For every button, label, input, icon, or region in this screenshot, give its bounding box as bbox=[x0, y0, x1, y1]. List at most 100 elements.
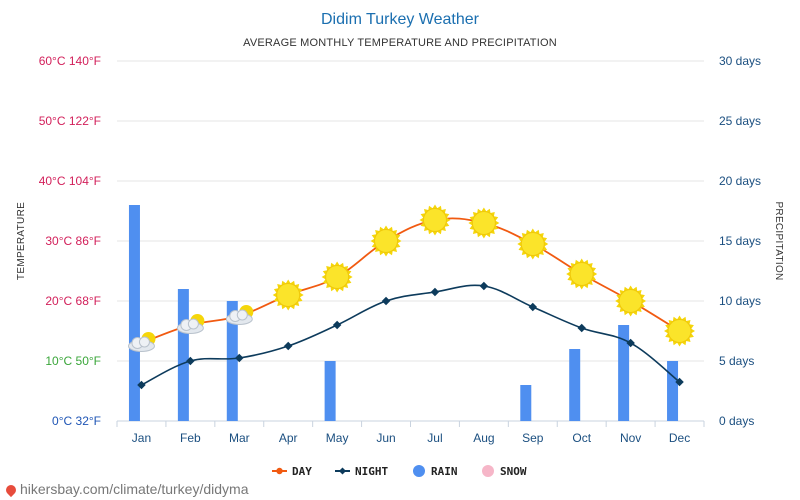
right-axis-ticks: 0 days 5 days 10 days 15 days 20 days 25 days… bbox=[719, 54, 761, 428]
right-tick-label: 25 days bbox=[719, 114, 761, 128]
source-link[interactable]: hikersbay.com/climate/turkey/didyma bbox=[20, 481, 249, 497]
x-tick-label: Jun bbox=[376, 431, 395, 445]
sun-icon bbox=[419, 204, 451, 236]
partly-cloudy-icon bbox=[225, 305, 254, 325]
sun-icon bbox=[321, 261, 353, 293]
rain-bar bbox=[667, 361, 679, 421]
right-tick-label: 0 days bbox=[719, 414, 754, 428]
sun-icon bbox=[664, 315, 695, 347]
sun-disc bbox=[618, 289, 643, 313]
night-marker bbox=[626, 338, 635, 348]
sun-disc bbox=[520, 232, 545, 256]
cloud-puff bbox=[187, 318, 199, 330]
legend-label: SNOW bbox=[500, 465, 527, 478]
legend-label: RAIN bbox=[431, 465, 458, 478]
legend-swatch bbox=[413, 465, 425, 477]
rain-bar bbox=[177, 289, 189, 421]
gridlines bbox=[116, 60, 705, 427]
rain-bar bbox=[226, 301, 238, 421]
sun-icon bbox=[566, 258, 598, 290]
x-tick-label: Jul bbox=[427, 431, 442, 445]
sun-disc bbox=[276, 283, 301, 307]
legend-label: DAY bbox=[292, 465, 312, 478]
right-tick-label: 10 days bbox=[719, 294, 761, 308]
chart-title: Didim Turkey Weather bbox=[321, 11, 480, 28]
legend-snow: SNOW bbox=[482, 465, 527, 478]
legend-swatch bbox=[482, 465, 494, 477]
rain-bar bbox=[128, 205, 140, 421]
rain-bars bbox=[128, 205, 679, 421]
right-tick-label: 30 days bbox=[719, 54, 761, 68]
x-tick-label: May bbox=[326, 431, 349, 445]
night-marker bbox=[430, 287, 440, 297]
partly-cloudy-icon bbox=[176, 314, 205, 334]
sun-icon bbox=[615, 285, 647, 317]
legend-label: NIGHT bbox=[355, 465, 388, 478]
sun-disc bbox=[667, 319, 692, 343]
x-axis-ticks: Jan Feb Mar Apr May Jun Jul Aug Sep Oct Nov Dec bbox=[132, 431, 690, 445]
location-pin-icon bbox=[3, 482, 19, 498]
sun-disc bbox=[325, 265, 350, 289]
night-marker bbox=[675, 377, 684, 387]
weather-icons bbox=[127, 204, 695, 352]
sun-icon bbox=[370, 225, 402, 257]
legend-marker bbox=[338, 467, 347, 475]
rain-bar bbox=[324, 361, 336, 421]
sun-icon bbox=[468, 207, 500, 239]
night-marker bbox=[528, 302, 538, 312]
partly-cloudy-icon bbox=[127, 332, 156, 352]
sun-disc bbox=[374, 229, 399, 253]
night-marker bbox=[577, 323, 586, 333]
x-tick-label: Jan bbox=[132, 431, 151, 445]
night-marker bbox=[479, 281, 489, 291]
x-tick-label: Dec bbox=[669, 431, 690, 445]
x-tick-label: Sep bbox=[522, 431, 544, 445]
sun-disc bbox=[471, 211, 496, 235]
night-marker bbox=[235, 353, 244, 363]
x-tick-label: Feb bbox=[180, 431, 201, 445]
left-tick-label: 50°C 122°F bbox=[39, 114, 101, 128]
x-tick-label: Apr bbox=[279, 431, 298, 445]
legend-day: DAY bbox=[272, 465, 312, 478]
right-tick-label: 15 days bbox=[719, 234, 761, 248]
cloud-puff bbox=[236, 309, 248, 321]
right-axis-title: PRECIPITATION bbox=[773, 201, 784, 280]
legend-rain: RAIN bbox=[413, 465, 458, 478]
sun-disc bbox=[569, 262, 594, 286]
night-marker bbox=[137, 380, 146, 390]
night-marker bbox=[186, 356, 195, 366]
left-tick-label: 40°C 104°F bbox=[39, 174, 101, 188]
rain-bar bbox=[569, 349, 581, 421]
legend: DAY NIGHT RAIN SNOW bbox=[272, 465, 527, 478]
right-tick-label: 5 days bbox=[719, 354, 754, 368]
x-tick-label: Aug bbox=[473, 431, 494, 445]
x-tick-label: Mar bbox=[229, 431, 250, 445]
left-tick-label: 10°C 50°F bbox=[45, 354, 101, 368]
cloud-puff bbox=[138, 336, 150, 348]
legend-night: NIGHT bbox=[335, 465, 388, 478]
left-tick-label: 60°C 140°F bbox=[39, 54, 101, 68]
sun-icon bbox=[272, 279, 304, 311]
night-marker bbox=[283, 341, 293, 351]
right-tick-label: 20 days bbox=[719, 174, 761, 188]
left-axis-title: TEMPERATURE bbox=[16, 202, 27, 280]
night-marker bbox=[332, 320, 342, 330]
rain-bar bbox=[618, 325, 630, 421]
source-footer[interactable]: hikersbay.com/climate/turkey/didyma bbox=[3, 481, 249, 498]
day-line bbox=[141, 217, 681, 344]
night-markers bbox=[137, 281, 684, 390]
left-tick-label: 20°C 68°F bbox=[45, 294, 101, 308]
left-tick-label: 0°C 32°F bbox=[52, 414, 101, 428]
temperature-lines bbox=[141, 217, 681, 386]
rain-bar bbox=[520, 385, 532, 421]
sun-icon bbox=[517, 228, 549, 260]
left-tick-label: 30°C 86°F bbox=[45, 234, 101, 248]
sun-disc bbox=[422, 208, 447, 232]
x-tick-label: Oct bbox=[572, 431, 591, 445]
left-axis-ticks: 0°C 32°F 10°C 50°F 20°C 68°F 30°C 86°F 40°C … bbox=[39, 54, 101, 428]
x-tick-label: Nov bbox=[620, 431, 641, 445]
legend-marker bbox=[276, 467, 283, 475]
chart-subtitle: AVERAGE MONTHLY TEMPERATURE AND PRECIPIT… bbox=[243, 37, 557, 49]
night-marker bbox=[381, 296, 391, 306]
